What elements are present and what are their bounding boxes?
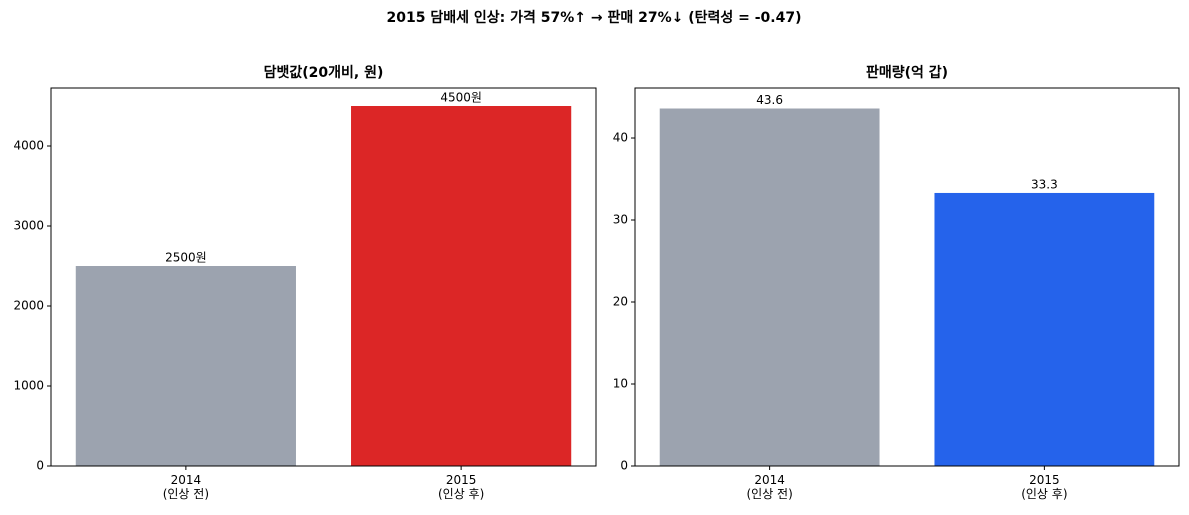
- chart-title: 담뱃값(20개비, 원): [264, 64, 384, 81]
- y-tick-label: 4000: [13, 139, 44, 153]
- y-tick-label: 2000: [13, 299, 44, 313]
- bar: [934, 192, 1155, 466]
- value-label: 33.3: [1031, 177, 1058, 191]
- bar: [351, 106, 572, 466]
- value-label: 4500원: [440, 91, 482, 105]
- x-tick-label: 2015 (인상 후): [1021, 473, 1068, 501]
- y-tick-label: 40: [613, 131, 628, 145]
- bar: [75, 266, 296, 466]
- y-tick-label: 0: [620, 459, 628, 473]
- y-tick-label: 10: [613, 377, 628, 391]
- suptitle: 2015 담배세 인상: 가격 57%↑ → 판매 27%↓ (탄력성 = -0…: [387, 9, 802, 26]
- y-tick-label: 0: [36, 459, 44, 473]
- bar: [659, 108, 880, 467]
- axes-frame: [634, 87, 1180, 467]
- axes-frame: [50, 87, 597, 467]
- x-tick-label: 2014 (인상 전): [746, 473, 793, 501]
- y-tick-label: 20: [613, 295, 628, 309]
- x-tick-label: 2015 (인상 후): [437, 473, 485, 501]
- y-tick-label: 30: [613, 213, 628, 227]
- chart-title: 판매량(억 갑): [866, 65, 948, 81]
- y-tick-label: 3000: [13, 219, 44, 233]
- value-label: 2500원: [165, 251, 207, 265]
- value-label: 43.6: [756, 93, 783, 107]
- y-tick-label: 1000: [13, 379, 44, 393]
- x-tick-label: 2014 (인상 전): [162, 473, 210, 501]
